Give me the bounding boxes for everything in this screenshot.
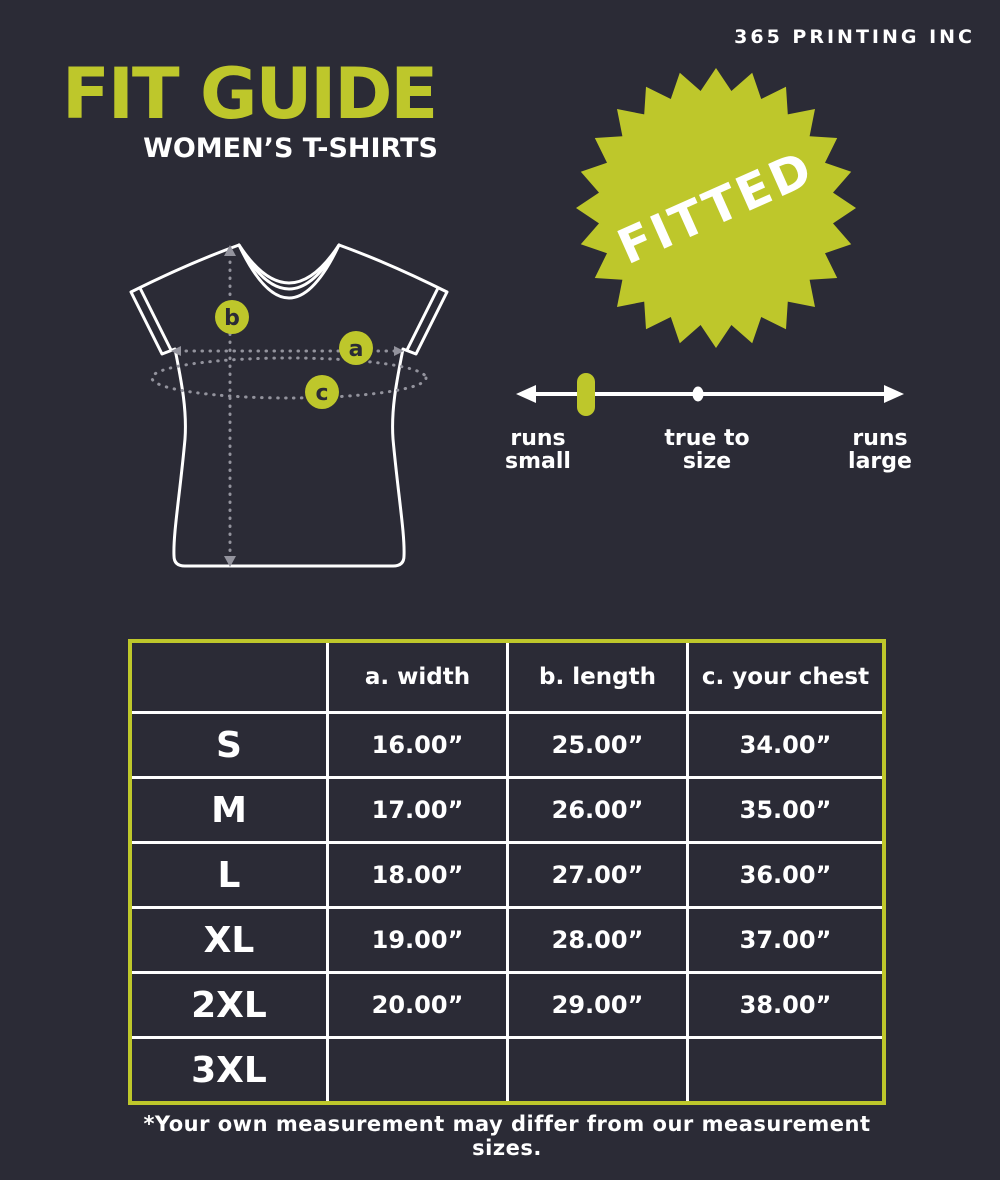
marker-c-circle xyxy=(305,375,339,409)
chest-value xyxy=(686,1036,882,1101)
tshirt-diagram: b a c xyxy=(129,243,449,568)
scale-label-true-to-size: true to size xyxy=(647,427,767,473)
footnote: *Your own measurement may differ from ou… xyxy=(143,1112,871,1160)
page-title: FIT GUIDE xyxy=(62,53,438,135)
width-value xyxy=(326,1036,506,1101)
runs-large-line2: large xyxy=(848,449,912,474)
fit-scale xyxy=(516,373,904,416)
marker-b-letter: b xyxy=(224,306,240,331)
length-value: 27.00” xyxy=(506,841,686,906)
size-label: 3XL xyxy=(132,1036,326,1101)
marker-a-circle xyxy=(339,331,373,365)
width-value: 18.00” xyxy=(326,841,506,906)
header-chest: c. your chest xyxy=(686,643,882,711)
scale-left-arrowhead xyxy=(516,385,536,403)
marker-c-letter: c xyxy=(315,381,328,406)
measurement-markers: b a c xyxy=(215,300,373,409)
chest-value: 34.00” xyxy=(686,711,882,776)
measurement-guides xyxy=(150,252,428,560)
runs-small-line1: runs xyxy=(510,426,566,451)
width-value: 16.00” xyxy=(326,711,506,776)
width-value: 17.00” xyxy=(326,776,506,841)
chest-value: 38.00” xyxy=(686,971,882,1036)
size-table: a. width b. length c. your chest S 16.00… xyxy=(128,639,886,1105)
size-label: L xyxy=(132,841,326,906)
length-value xyxy=(506,1036,686,1101)
runs-large-line1: runs xyxy=(852,426,908,451)
width-value: 19.00” xyxy=(326,906,506,971)
scale-right-arrowhead xyxy=(884,385,904,403)
page-subtitle: WOMEN’S T-SHIRTS xyxy=(143,133,438,164)
size-label: XL xyxy=(132,906,326,971)
scale-label-runs-large: runs large xyxy=(825,427,935,473)
true-to-size-line2: size xyxy=(682,449,732,474)
fitted-badge: FITTED xyxy=(576,68,856,348)
length-value: 25.00” xyxy=(506,711,686,776)
tshirt-outline xyxy=(129,243,449,568)
title-block: FIT GUIDE WOMEN’S T-SHIRTS xyxy=(62,56,438,164)
marker-a-letter: a xyxy=(349,337,364,362)
length-value: 26.00” xyxy=(506,776,686,841)
chest-guide-ellipse xyxy=(150,356,428,400)
brand-name: 365 PRINTING INC xyxy=(734,26,975,48)
runs-small-line2: small xyxy=(505,449,571,474)
scale-position-marker xyxy=(577,373,595,416)
true-to-size-line1: true to xyxy=(664,426,750,451)
chest-value: 36.00” xyxy=(686,841,882,906)
length-value: 29.00” xyxy=(506,971,686,1036)
header-length: b. length xyxy=(506,643,686,711)
fitted-badge-star xyxy=(576,68,856,348)
length-value: 28.00” xyxy=(506,906,686,971)
size-label: S xyxy=(132,711,326,776)
width-value: 20.00” xyxy=(326,971,506,1036)
scale-label-runs-small: runs small xyxy=(483,427,593,473)
chest-value: 37.00” xyxy=(686,906,882,971)
marker-b-circle xyxy=(215,300,249,334)
scale-center-dot xyxy=(692,386,704,402)
size-label: 2XL xyxy=(132,971,326,1036)
header-empty xyxy=(132,643,326,711)
size-label: M xyxy=(132,776,326,841)
header-width: a. width xyxy=(326,643,506,711)
guide-arrowheads xyxy=(171,245,404,567)
chest-value: 35.00” xyxy=(686,776,882,841)
